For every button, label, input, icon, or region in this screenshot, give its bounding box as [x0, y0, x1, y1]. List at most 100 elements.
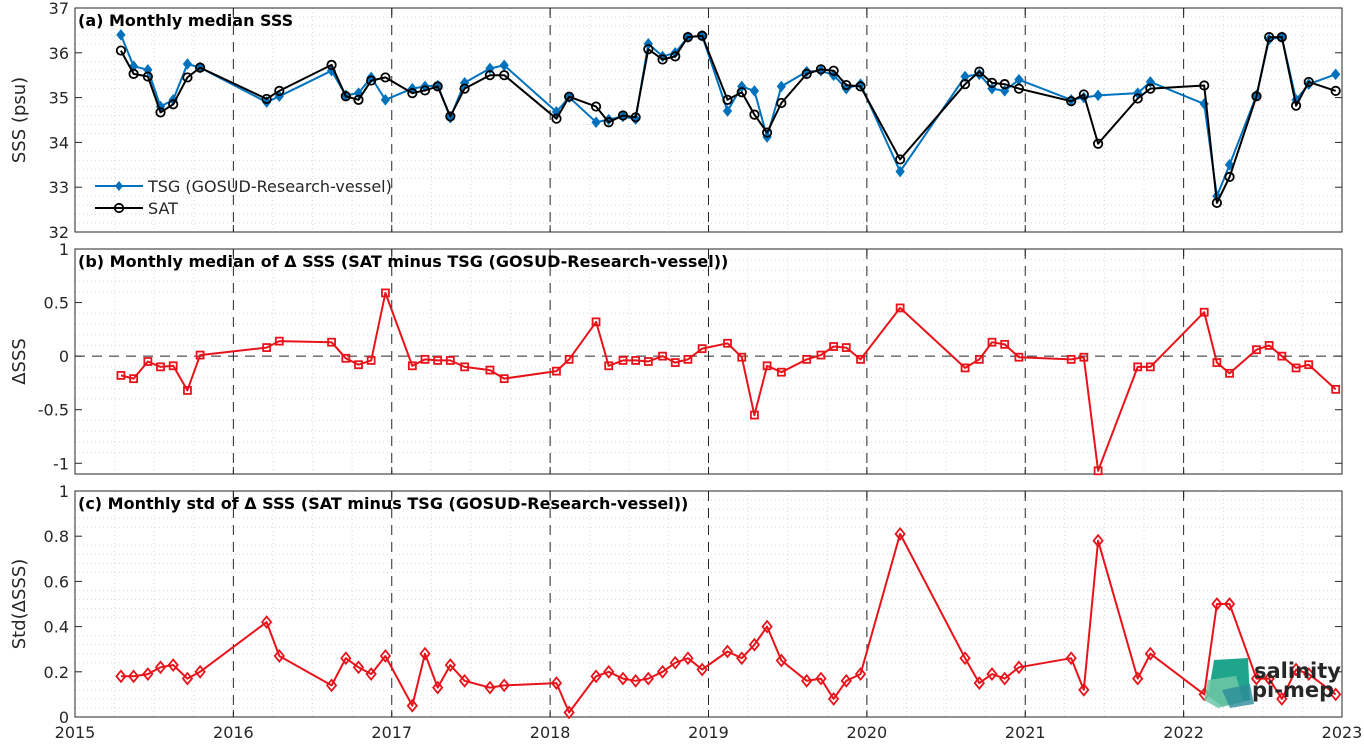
data-point — [959, 651, 971, 666]
year-gridlines — [232, 8, 1185, 232]
data-point — [419, 646, 431, 661]
data-point — [181, 671, 194, 686]
data-point — [590, 669, 602, 684]
data-point — [1290, 662, 1302, 677]
data-point — [340, 91, 351, 102]
data-point — [895, 303, 905, 313]
data-point — [670, 358, 680, 367]
data-point — [168, 99, 179, 110]
data-point — [167, 658, 179, 672]
data-point — [1078, 89, 1089, 100]
data-point — [1263, 671, 1275, 686]
data-point — [156, 362, 165, 372]
data-point — [815, 64, 827, 75]
data-point — [776, 97, 787, 109]
data-point — [352, 660, 365, 675]
data-point — [960, 70, 970, 83]
data-point — [748, 637, 761, 652]
data-point — [629, 673, 642, 688]
data-point — [116, 29, 126, 41]
data-point — [129, 374, 138, 384]
data-point — [380, 72, 391, 83]
data-point — [564, 91, 575, 102]
data-point — [829, 342, 839, 351]
panel-title: (a) Monthly median SSS — [78, 11, 293, 30]
year-gridlines — [232, 249, 1185, 474]
data-point — [827, 691, 840, 706]
data-point — [1000, 339, 1010, 349]
y-tick-label: 0.5 — [44, 294, 69, 313]
series-b-0 — [116, 288, 1341, 476]
data-point — [723, 338, 732, 348]
data-point — [841, 343, 851, 352]
y-tick-label: 0.2 — [44, 663, 69, 682]
data-point — [354, 360, 363, 370]
x-tick-label: 2019 — [688, 723, 729, 742]
data-point — [986, 667, 998, 681]
data-point — [1066, 354, 1076, 364]
data-point — [802, 354, 812, 364]
data-point — [642, 671, 654, 686]
data-point — [1014, 352, 1024, 362]
data-point — [828, 65, 839, 76]
data-point — [274, 336, 284, 346]
data-point — [1276, 32, 1287, 43]
data-point — [1211, 197, 1222, 208]
x-tick-label: 2021 — [1005, 723, 1046, 742]
data-point — [1132, 93, 1143, 104]
y-tick-label: 32 — [49, 223, 69, 242]
data-point — [761, 127, 773, 138]
data-point — [1264, 341, 1274, 350]
y-tick-label: 0.6 — [44, 572, 69, 591]
data-point — [1224, 171, 1235, 182]
legend: TSG (GOSUD-Research-vessel) SAT — [95, 177, 392, 218]
data-point — [670, 51, 681, 62]
data-point — [749, 85, 760, 97]
data-point — [816, 350, 826, 360]
x-tick-label: 2017 — [371, 723, 412, 742]
data-point — [432, 81, 443, 92]
data-point — [591, 116, 601, 129]
data-point — [643, 357, 653, 366]
data-point — [986, 77, 998, 88]
data-point — [1144, 646, 1157, 661]
data-point — [499, 374, 509, 384]
data-point — [987, 337, 997, 347]
data-point — [274, 85, 285, 96]
data-point — [840, 673, 852, 688]
data-point — [603, 664, 615, 679]
data-point — [1291, 363, 1301, 373]
data-point — [261, 96, 272, 108]
data-point — [1223, 597, 1236, 611]
data-point — [1092, 533, 1104, 548]
data-point — [999, 79, 1010, 90]
data-point — [1251, 91, 1262, 102]
y-axis-title: Std(ΔSSS) — [9, 559, 30, 650]
data-point — [736, 87, 747, 98]
y-tick-label: -0.5 — [38, 401, 69, 420]
data-point — [182, 72, 193, 83]
logo-text-salinity: salinity — [1254, 659, 1341, 683]
data-point — [683, 354, 693, 364]
data-point — [485, 365, 495, 375]
data-point — [550, 676, 563, 691]
data-point — [420, 354, 430, 364]
data-point — [143, 357, 153, 366]
data-point — [168, 361, 178, 371]
data-point — [432, 680, 444, 695]
data-point — [856, 354, 865, 364]
data-point — [1330, 687, 1342, 702]
data-point — [1013, 660, 1025, 675]
data-point — [1303, 76, 1314, 88]
data-point — [366, 356, 376, 365]
data-point — [499, 70, 510, 81]
data-point — [721, 644, 734, 659]
y-tick-label: 1 — [59, 240, 69, 259]
data-point — [643, 44, 654, 55]
y-tick-label: 0.8 — [44, 527, 69, 546]
data-point — [1276, 691, 1288, 706]
data-point — [697, 30, 708, 41]
data-point — [658, 351, 667, 361]
logo-text-pimep: pi-mep — [1252, 678, 1334, 702]
data-point — [406, 698, 419, 713]
